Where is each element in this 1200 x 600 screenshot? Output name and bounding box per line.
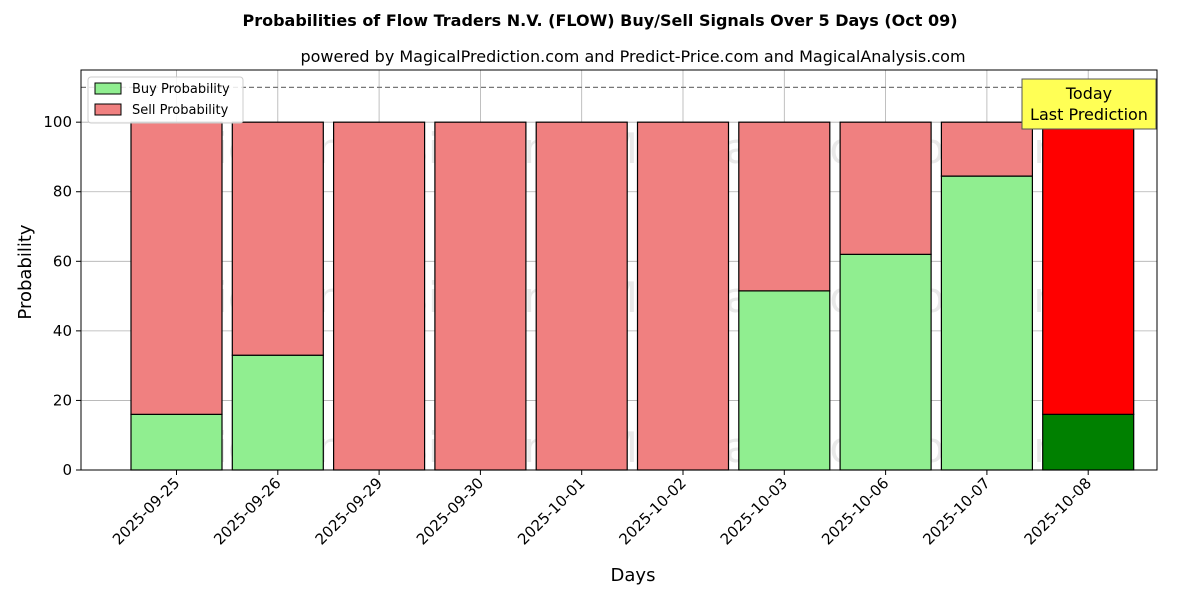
- sell-bar: [231, 121, 324, 356]
- y-tick-label: 100: [43, 113, 72, 131]
- sell-bar: [738, 121, 831, 292]
- x-tick-label: 2025-09-30: [413, 474, 487, 548]
- y-tick-label: 0: [62, 461, 72, 479]
- x-tick-label: 2025-10-03: [717, 474, 791, 548]
- y-axis-ticks: 0 20 40 60 80 100: [43, 113, 81, 479]
- x-tick-label: 2025-10-06: [818, 474, 892, 548]
- sell-bar: [333, 121, 426, 471]
- x-tick-label: 2025-09-29: [312, 474, 386, 548]
- x-tick-label: 2025-10-01: [514, 474, 588, 548]
- sell-bar: [434, 121, 527, 471]
- buy-bar: [839, 253, 932, 471]
- y-axis-label: Probability: [15, 224, 36, 319]
- sell-bar: [839, 121, 932, 255]
- x-tick-label: 2025-10-08: [1021, 474, 1095, 548]
- legend-swatch: [94, 103, 122, 116]
- buy-bar: [130, 413, 223, 471]
- legend-swatch: [94, 82, 122, 95]
- chart-title: Probabilities of Flow Traders N.V. (FLOW…: [242, 11, 957, 30]
- x-tick-label: 2025-10-02: [615, 474, 689, 548]
- y-tick-label: 60: [53, 252, 72, 270]
- x-tick-label: 2025-09-26: [210, 474, 284, 548]
- legend-box: [87, 76, 244, 124]
- legend-entry: Sell Probability: [132, 103, 229, 118]
- legend: Buy Probability Sell Probability: [87, 76, 244, 124]
- sell-bar: [535, 121, 628, 471]
- bars: [130, 121, 1135, 471]
- buy-bar: [231, 354, 324, 471]
- annotation-box: [1021, 78, 1157, 130]
- today-annotation: Today Last Prediction: [1021, 78, 1157, 130]
- buy-bar: [940, 175, 1034, 471]
- annotation-line: Today: [1065, 84, 1112, 103]
- plot-frame: [80, 69, 1158, 471]
- x-axis-ticks: 2025-09-25 2025-09-26 2025-09-29 2025-09-30…: [109, 470, 1095, 548]
- x-tick-label: 2025-10-07: [919, 474, 993, 548]
- chart-subtitle: powered by MagicalPrediction.com and Pre…: [300, 47, 965, 66]
- x-axis-label: Days: [611, 565, 656, 586]
- buy-bar: [1042, 413, 1135, 471]
- sell-bar: [940, 121, 1034, 177]
- buy-bar: [738, 290, 831, 471]
- y-tick-label: 80: [53, 183, 72, 201]
- y-tick-label: 40: [53, 322, 72, 340]
- legend-entry: Buy Probability: [132, 82, 230, 97]
- sell-bar: [1042, 121, 1135, 415]
- y-tick-label: 20: [53, 391, 72, 409]
- sell-bar: [636, 121, 730, 471]
- annotation-line: Last Prediction: [1030, 105, 1148, 124]
- sell-bar: [130, 121, 223, 415]
- x-tick-label: 2025-09-25: [109, 474, 183, 548]
